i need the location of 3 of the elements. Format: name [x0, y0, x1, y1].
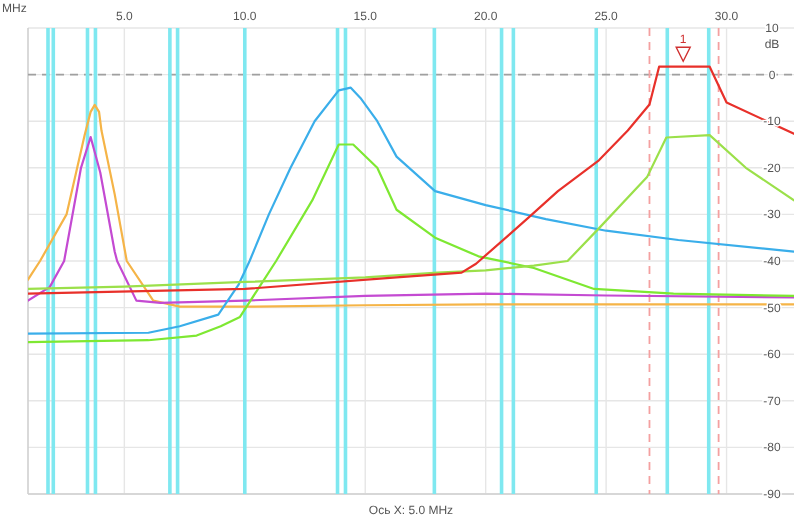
line-series: [28, 143, 794, 344]
line-series: [28, 86, 794, 335]
line-series: [28, 65, 794, 295]
